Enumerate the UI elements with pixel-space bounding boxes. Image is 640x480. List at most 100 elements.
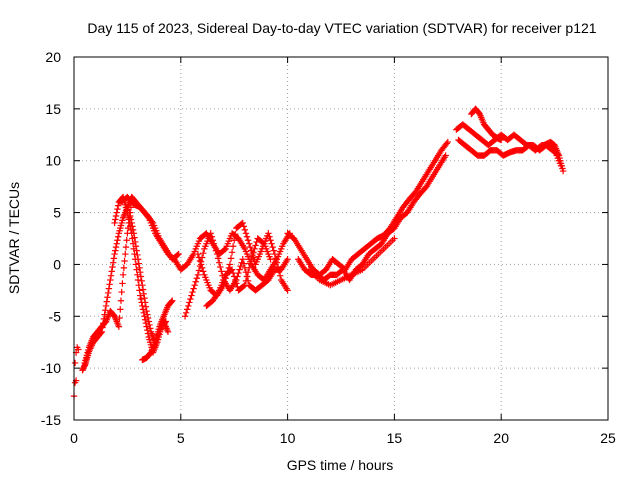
data-point: [240, 282, 248, 290]
data-point: [119, 271, 127, 278]
data-point: [213, 250, 221, 258]
data-point: [231, 273, 238, 280]
data-point: [122, 243, 130, 251]
data-point: [187, 295, 194, 303]
data-point: [110, 255, 118, 262]
data-point: [131, 234, 138, 241]
data-point: [132, 238, 139, 246]
data-point: [181, 313, 189, 320]
data-point: [111, 219, 118, 227]
data-point: [251, 245, 258, 253]
data-point: [212, 247, 220, 254]
data-point: [210, 240, 218, 247]
series-trace-17: [540, 138, 567, 175]
data-point: [185, 302, 192, 310]
data-point: [137, 273, 145, 280]
data-point: [127, 216, 135, 223]
data-point: [273, 259, 281, 266]
data-point: [189, 288, 196, 296]
data-point: [122, 250, 129, 258]
data-point: [107, 276, 114, 284]
series-trace-12: [295, 152, 449, 284]
data-point: [146, 325, 154, 332]
data-point: [112, 216, 119, 223]
data-point: [391, 235, 398, 242]
data-point: [120, 264, 128, 272]
data-point: [241, 226, 249, 234]
data-point: [284, 256, 291, 263]
data-point: [140, 290, 147, 298]
data-point: [137, 292, 144, 299]
data-point: [270, 247, 277, 254]
series-trace-6: [139, 297, 176, 364]
data-point: [111, 250, 118, 258]
data-point: [268, 240, 275, 247]
data-point: [103, 298, 110, 305]
x-tick-label: 15: [387, 430, 403, 446]
data-point: [107, 272, 115, 279]
ticks: [73, 56, 609, 421]
data-point: [141, 294, 148, 302]
data-point: [115, 323, 123, 330]
x-tick-label: 20: [493, 430, 509, 446]
x-tick-label: 0: [70, 430, 78, 446]
y-tick-label: -10: [41, 360, 61, 376]
data-point: [243, 273, 251, 280]
data-point: [112, 247, 119, 254]
data-point: [109, 259, 117, 266]
data-point: [174, 251, 181, 259]
data-point: [276, 272, 284, 279]
data-point: [175, 250, 182, 258]
data-point: [272, 255, 280, 262]
data-point: [139, 281, 146, 289]
data-point: [145, 318, 152, 325]
data-point: [244, 269, 252, 276]
data-point: [114, 237, 121, 244]
data-point: [193, 275, 201, 282]
data-point: [114, 205, 121, 213]
data-point: [116, 314, 123, 322]
data-point: [275, 268, 283, 275]
series-trace-2: [81, 199, 135, 367]
data-point: [142, 299, 149, 306]
data-point: [190, 285, 197, 292]
data-point: [132, 261, 140, 268]
series-trace-16: [468, 105, 505, 144]
data-point: [196, 257, 204, 265]
data-point: [231, 237, 238, 244]
x-tick-label: 10: [280, 430, 296, 446]
data-point: [112, 212, 120, 220]
data-point: [232, 230, 239, 238]
series-trace-15: [455, 136, 565, 170]
data-point: [168, 298, 175, 305]
data-point: [195, 254, 203, 261]
data-point: [108, 268, 115, 275]
series-trace-10: [203, 235, 274, 310]
data-point: [235, 269, 242, 277]
data-point: [249, 252, 256, 259]
plot-frame: [73, 56, 609, 421]
data-point: [444, 138, 451, 146]
data-point: [271, 250, 278, 258]
data-point: [71, 359, 79, 367]
y-tick-label: 5: [53, 205, 61, 221]
x-tick-labels: 0 5 10 15 20 25: [70, 430, 616, 446]
data-point: [197, 261, 205, 268]
data-point: [75, 346, 82, 353]
y-tick-label: -15: [41, 412, 61, 428]
data-point: [126, 209, 133, 216]
data-point: [138, 277, 145, 285]
data-point: [248, 256, 255, 263]
data-point: [134, 251, 141, 259]
data-point: [250, 249, 257, 256]
grid: [74, 57, 608, 420]
data-point: [130, 230, 138, 237]
data-point: [131, 250, 138, 258]
data-point: [265, 230, 272, 237]
data-point: [134, 276, 142, 284]
data-point: [123, 237, 130, 244]
data-point: [102, 307, 109, 314]
data-point: [214, 255, 222, 262]
data-point: [252, 242, 259, 249]
data-point: [247, 243, 254, 251]
